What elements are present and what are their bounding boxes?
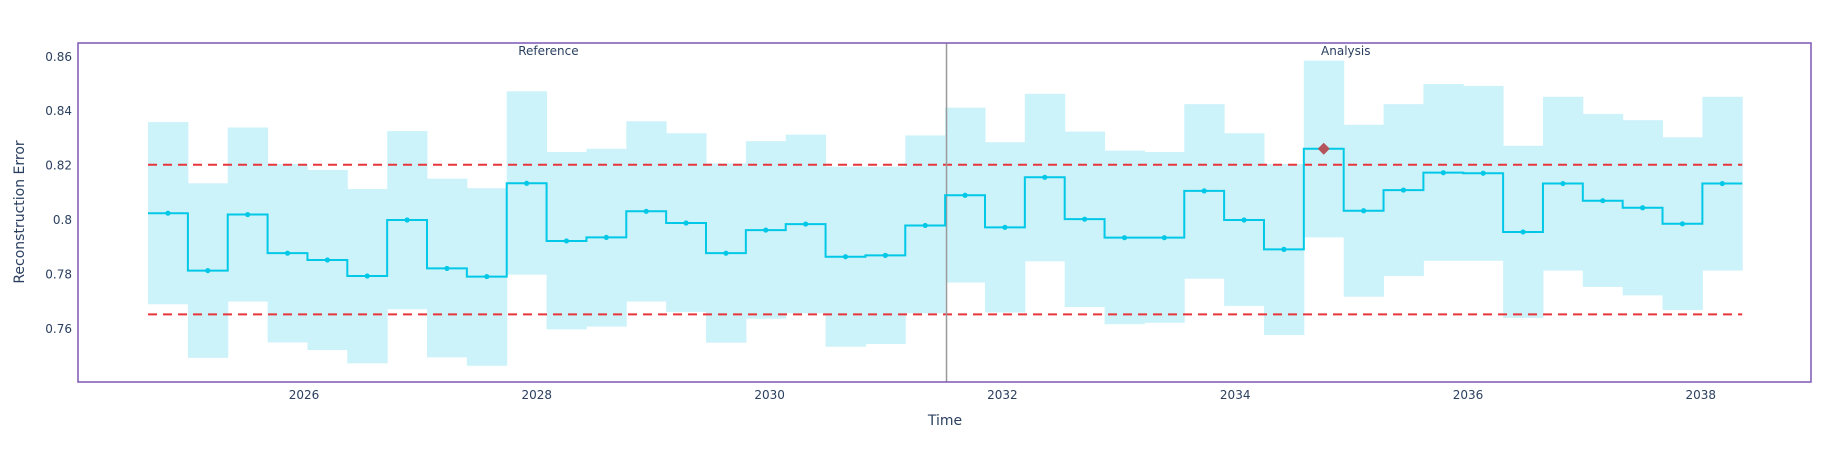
data-point — [1241, 217, 1247, 223]
data-point — [1281, 246, 1287, 252]
x-axis-title: Time — [927, 413, 962, 429]
data-point — [404, 217, 410, 223]
alert-markers — [1317, 142, 1330, 155]
data-point — [205, 267, 211, 274]
data-point — [524, 180, 530, 186]
x-tick-label: 2028 — [522, 388, 553, 402]
data-point — [1600, 198, 1606, 204]
section-labels: Reference Analysis — [518, 44, 1370, 58]
y-tick-label: 0.86 — [45, 50, 72, 64]
data-point — [1121, 235, 1128, 241]
data-point — [1201, 188, 1207, 194]
data-point — [444, 265, 450, 272]
y-tick-label: 0.8 — [53, 213, 72, 227]
reconstruction-error-line — [148, 147, 1743, 278]
data-point — [1361, 208, 1367, 214]
x-tick-label: 2038 — [1686, 388, 1717, 402]
data-point — [1679, 221, 1686, 227]
data-point — [922, 222, 928, 229]
data-point — [364, 273, 370, 279]
data-point — [165, 210, 171, 216]
data-point — [842, 254, 849, 260]
x-tick-label: 2026 — [289, 388, 320, 402]
y-axis-title: Reconstruction Error — [12, 140, 28, 284]
data-point — [1440, 170, 1446, 176]
threshold-lines — [148, 163, 1743, 316]
y-axis-ticks: 0.76 0.78 0.8 0.82 0.84 0.86 — [45, 50, 72, 336]
x-tick-label: 2030 — [754, 388, 785, 402]
step-line — [148, 147, 1743, 278]
x-tick-label: 2032 — [987, 388, 1018, 402]
data-point — [1480, 170, 1486, 176]
section-label-reference: Reference — [518, 44, 578, 58]
data-point — [723, 250, 729, 256]
data-point — [1520, 229, 1526, 235]
x-tick-label: 2034 — [1220, 388, 1251, 402]
data-point — [1002, 224, 1008, 230]
data-point — [1042, 174, 1048, 180]
data-point — [1560, 180, 1566, 187]
data-point — [882, 252, 888, 258]
data-point — [643, 208, 649, 214]
data-point — [324, 257, 330, 263]
data-point — [683, 220, 689, 226]
data-point — [1161, 235, 1167, 241]
section-label-analysis: Analysis — [1321, 44, 1370, 58]
data-point — [962, 192, 968, 198]
plot-frame — [77, 42, 1812, 383]
y-tick-label: 0.82 — [45, 159, 72, 173]
data-point — [1640, 205, 1646, 211]
data-point — [1400, 187, 1407, 193]
data-point — [803, 221, 809, 227]
data-point — [603, 234, 609, 241]
y-tick-label: 0.84 — [45, 104, 72, 118]
y-tick-label: 0.78 — [45, 267, 72, 281]
alert-diamond-icon — [1317, 142, 1330, 155]
x-tick-label: 2036 — [1453, 388, 1484, 402]
x-axis-ticks: 2026 2028 2030 2032 2034 2036 2038 — [289, 388, 1716, 402]
data-point — [1719, 180, 1725, 187]
y-tick-label: 0.76 — [45, 322, 72, 336]
data-point-markers — [165, 170, 1725, 280]
data-point — [484, 273, 490, 280]
data-point — [284, 250, 291, 256]
data-point — [763, 227, 769, 233]
data-point — [245, 211, 251, 218]
data-point — [563, 238, 570, 244]
data-point — [1082, 216, 1088, 222]
